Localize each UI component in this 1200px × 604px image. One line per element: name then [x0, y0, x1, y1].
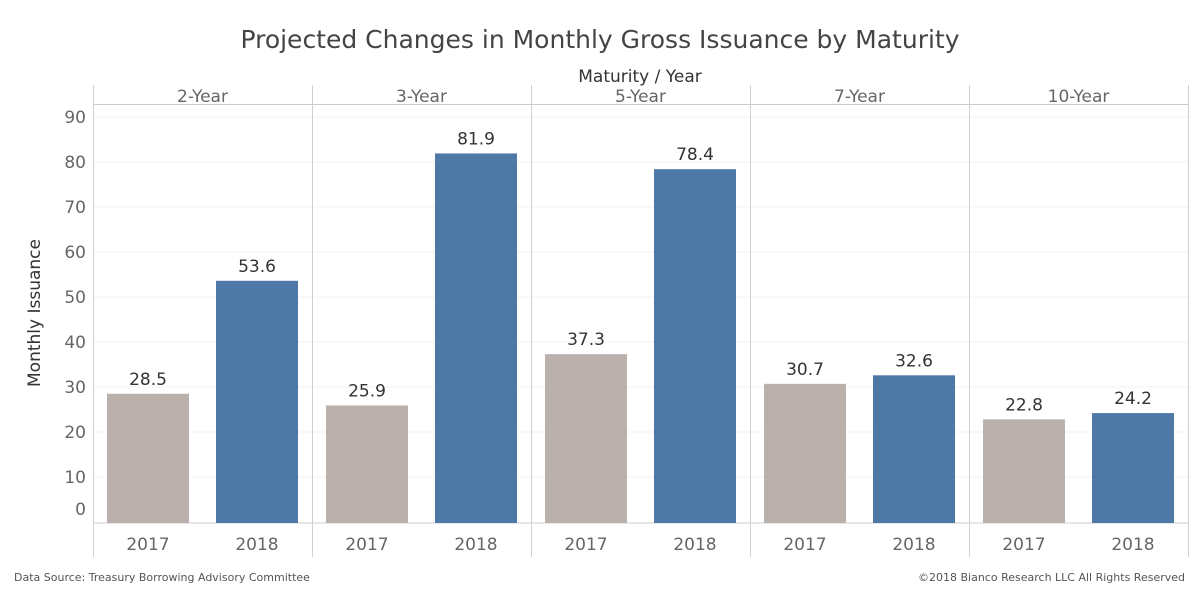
bar-7-Year-2018	[873, 375, 955, 523]
y-tick-label: 10	[64, 468, 86, 488]
y-tick-label: 80	[64, 153, 86, 173]
y-axis-label: Monthly Issuance	[25, 239, 45, 387]
data-label: 28.5	[129, 370, 167, 390]
y-tick-label: 60	[64, 243, 86, 263]
x-tick-label: 2018	[454, 535, 497, 555]
column-header: Maturity / Year	[578, 67, 702, 87]
x-tick-label: 2017	[564, 535, 607, 555]
group-label: 10-Year	[1048, 87, 1110, 107]
bar-10-Year-2017	[983, 419, 1065, 523]
bar-5-Year-2018	[654, 169, 736, 523]
x-tick-label: 2017	[1002, 535, 1045, 555]
bar-3-Year-2018	[435, 153, 517, 523]
data-label: 25.9	[348, 381, 386, 401]
y-tick-label: 0	[75, 500, 86, 520]
y-tick-label: 40	[64, 333, 86, 353]
data-label: 81.9	[457, 129, 495, 149]
footer-source: Data Source: Treasury Borrowing Advisory…	[14, 571, 310, 584]
y-tick-label: 20	[64, 423, 86, 443]
bar-5-Year-2017	[545, 354, 627, 523]
x-tick-label: 2017	[345, 535, 388, 555]
bar-3-Year-2017	[326, 405, 408, 523]
data-label: 22.8	[1005, 395, 1043, 415]
data-label: 30.7	[786, 360, 824, 380]
x-tick-label: 2017	[783, 535, 826, 555]
data-label: 32.6	[895, 351, 933, 371]
data-label: 78.4	[676, 145, 714, 165]
bar-7-Year-2017	[764, 383, 846, 523]
group-label: 3-Year	[396, 87, 447, 107]
y-tick-label: 30	[64, 378, 86, 398]
y-tick-label: 50	[64, 288, 86, 308]
group-label: 5-Year	[615, 87, 666, 107]
x-tick-label: 2018	[673, 535, 716, 555]
data-label: 53.6	[238, 257, 276, 277]
bar-10-Year-2018	[1092, 413, 1174, 523]
x-tick-label: 2017	[126, 535, 169, 555]
group-label: 2-Year	[177, 87, 228, 107]
bar-2-Year-2018	[216, 280, 298, 523]
data-label: 24.2	[1114, 389, 1152, 409]
x-tick-label: 2018	[892, 535, 935, 555]
footer-copyright: ©2018 Bianco Research LLC All Rights Res…	[918, 571, 1185, 584]
bar-2-Year-2017	[107, 393, 189, 523]
chart-title: Projected Changes in Monthly Gross Issua…	[240, 25, 959, 54]
x-tick-label: 2018	[1111, 535, 1154, 555]
group-label: 7-Year	[834, 87, 885, 107]
y-tick-label: 70	[64, 198, 86, 218]
y-tick-label: 90	[64, 108, 86, 128]
data-label: 37.3	[567, 330, 605, 350]
x-tick-label: 2018	[235, 535, 278, 555]
